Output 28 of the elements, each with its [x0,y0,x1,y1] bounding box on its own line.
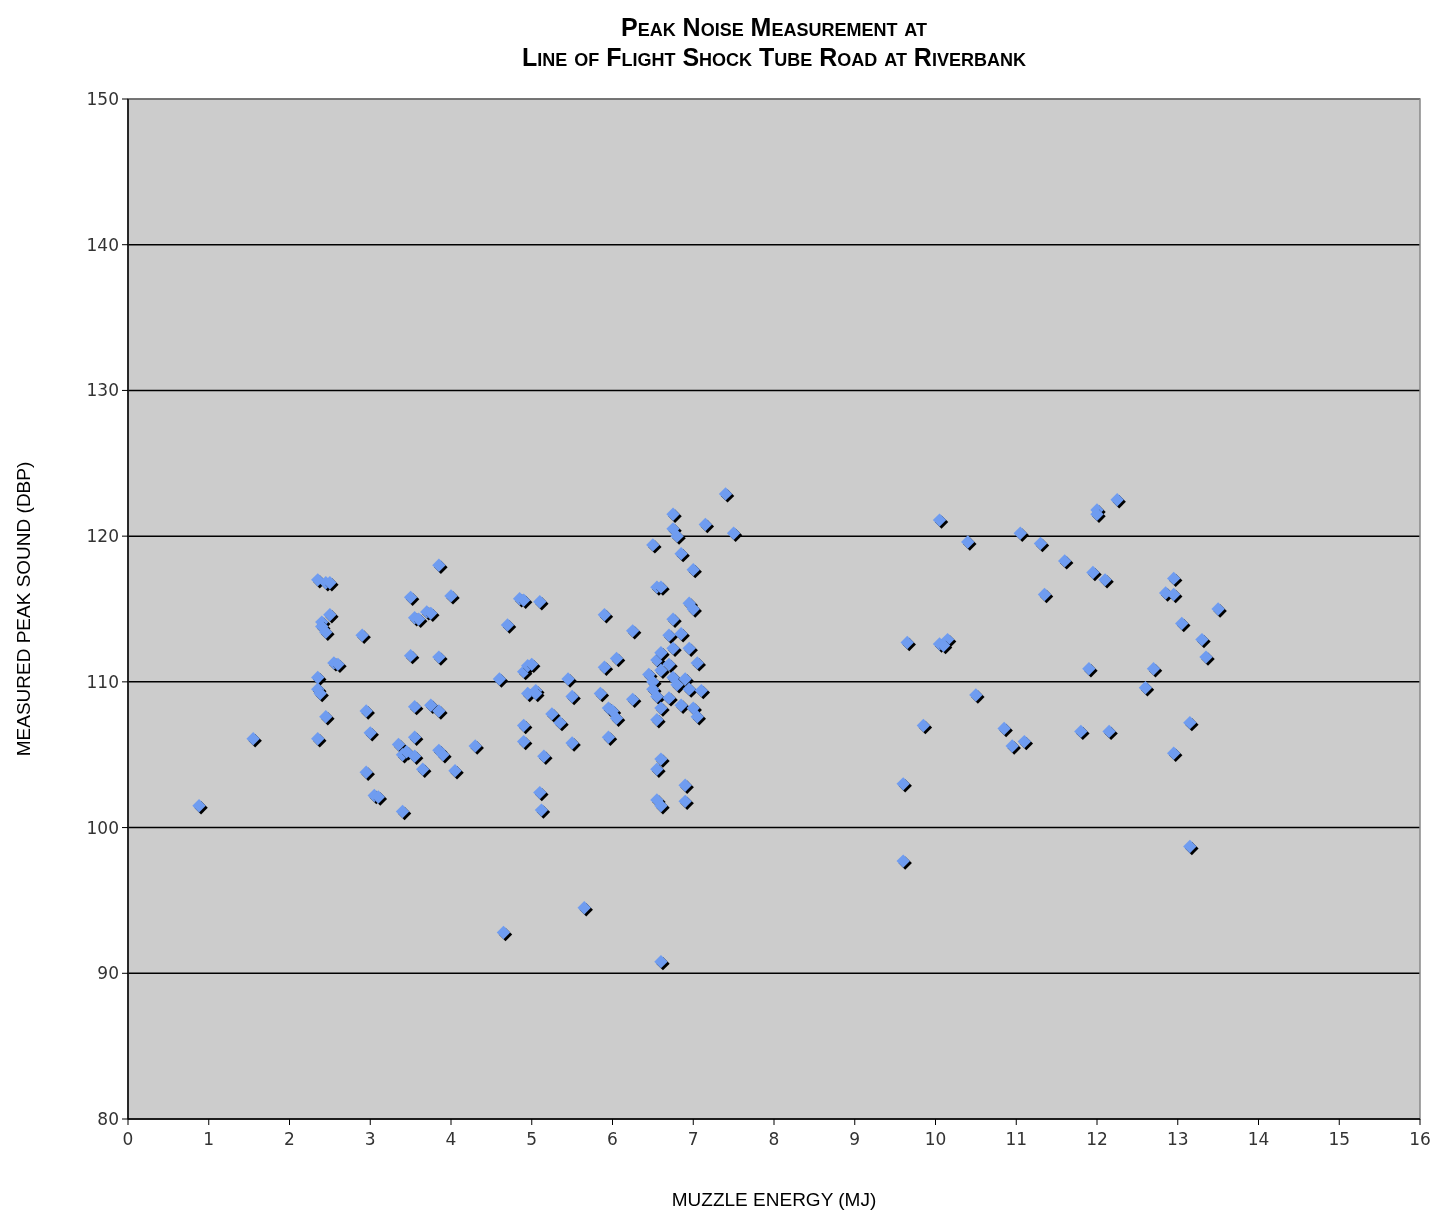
x-tick-label: 16 [1409,1129,1431,1149]
x-tick-label: 6 [607,1129,618,1149]
x-tick-label: 15 [1328,1129,1351,1149]
x-tick-label: 14 [1247,1129,1270,1149]
x-tick-label: 12 [1086,1129,1108,1149]
x-tick-label: 8 [768,1129,780,1149]
x-tick-label: 1 [203,1129,215,1149]
x-tick-label: 3 [364,1129,376,1149]
x-tick-label: 4 [445,1129,457,1149]
x-tick-label: 2 [284,1129,295,1149]
x-tick-label: 9 [849,1129,861,1149]
x-tick-label: 13 [1166,1129,1189,1149]
x-tick-label: 5 [526,1129,538,1149]
x-tick-label: 7 [687,1129,699,1149]
y-tick-label: 150 [86,88,119,109]
y-tick-label: 130 [86,380,119,401]
y-tick-label: 120 [86,526,119,547]
y-tick-label: 90 [97,963,119,984]
y-tick-label: 100 [86,817,119,838]
y-tick-label: 80 [97,1108,119,1129]
x-tick-label: 11 [1005,1129,1028,1149]
y-tick-label: 140 [86,234,119,255]
y-tick-label: 110 [86,671,119,692]
x-tick-label: 10 [924,1129,947,1149]
x-axis-title: MUZZLE ENERGY (MJ) [671,1189,877,1210]
x-tick-label: 0 [122,1129,134,1149]
y-axis-title: MEASURED PEAK SOUND (DBP) [13,461,34,757]
chart-title: Peak Noise Measurement at Line of Flight Shock Tube Road at Riverbank [522,13,1026,71]
